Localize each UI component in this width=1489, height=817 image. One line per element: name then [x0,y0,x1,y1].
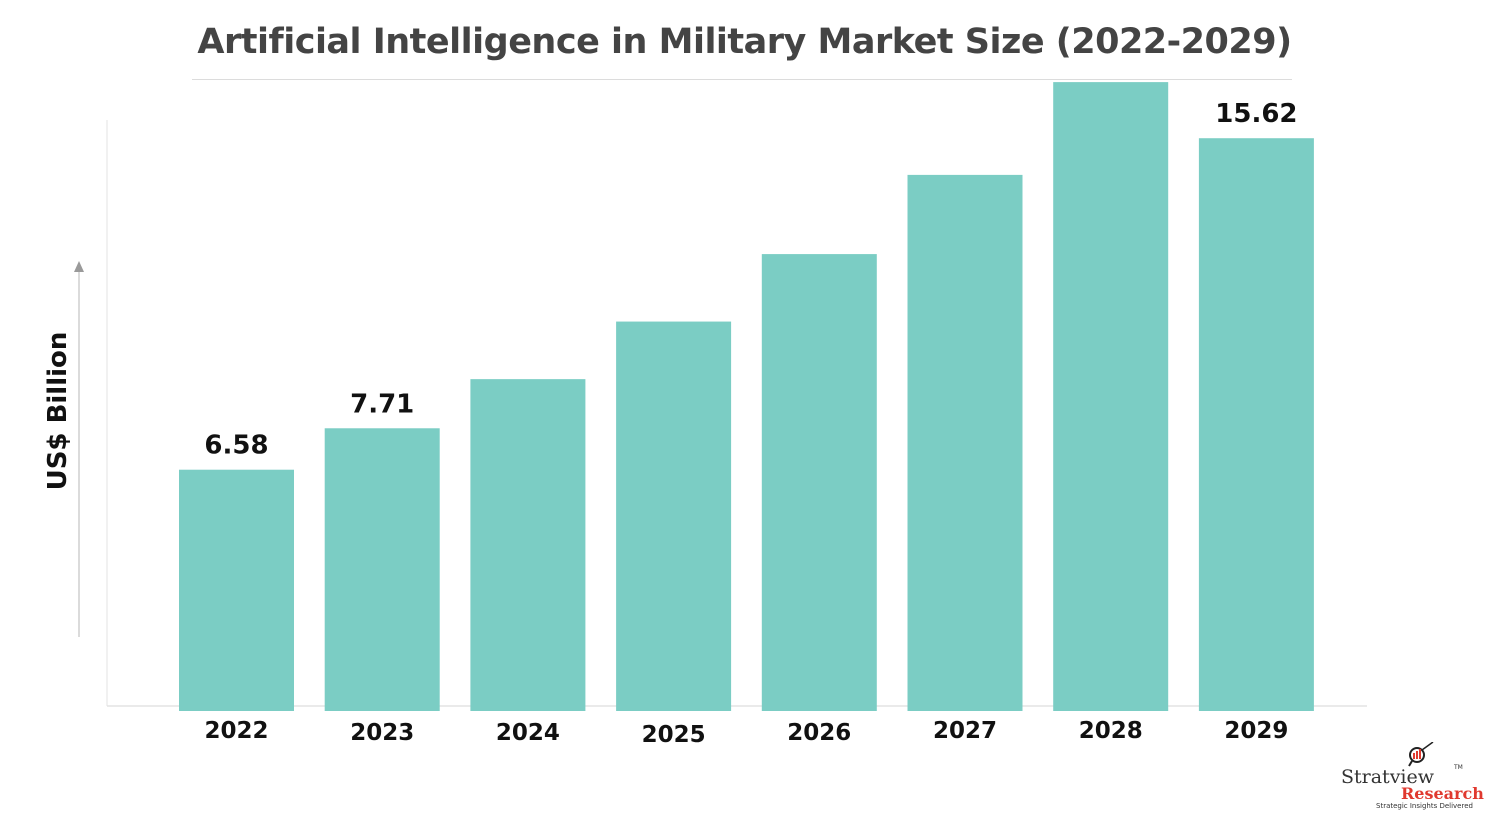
x-tick-2026: 2026 [787,720,851,746]
bar-2024 [470,379,586,711]
y-axis-label: US$ Billion [43,332,73,491]
logo-mark-icon [1408,741,1434,767]
x-tick-2025: 2025 [642,722,706,748]
title-divider [192,79,1292,80]
stratview-logo [1335,741,1485,812]
x-tick-2028: 2028 [1079,718,1143,744]
y-axis-arrow [74,261,84,637]
logo-wordmark: Stratview [1341,766,1435,788]
x-tick-2029: 2029 [1224,718,1288,744]
x-tick-2024: 2024 [496,720,560,746]
bar-2025 [616,321,732,711]
bars-group: 2022 6.58 2023 7.71 2024 2025 2026 2027 2028 2029… [179,82,1314,748]
data-label-2023: 7.71 [350,389,414,419]
bar-2022 [179,469,294,711]
x-tick-2027: 2027 [933,718,997,744]
bar-2026 [761,254,877,711]
logo-trademark: TM [1454,764,1463,771]
bar-2027 [907,174,1023,712]
data-label-2022: 6.58 [204,431,268,461]
logo-research-text: Research [1401,784,1484,803]
bar-2023 [324,428,440,711]
data-label-2029: 15.62 [1215,99,1297,129]
x-tick-2022: 2022 [204,718,268,744]
x-tick-2023: 2023 [350,720,414,746]
bar-2029 [1198,138,1314,711]
bar-2028 [1053,82,1169,711]
logo-tagline: Strategic Insights Delivered [1376,802,1473,810]
chart-title: Artificial Intelligence in Military Mark… [197,22,1292,62]
